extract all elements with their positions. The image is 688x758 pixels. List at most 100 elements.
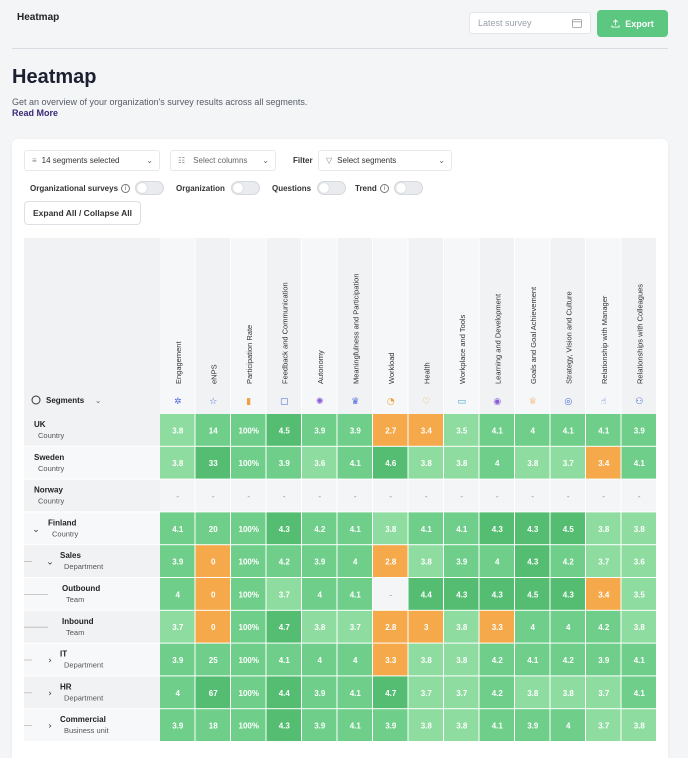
heatmap-cell[interactable] bbox=[515, 610, 550, 643]
heatmap-cell[interactable] bbox=[479, 643, 515, 676]
chevron-down-icon[interactable]: ⌄ bbox=[46, 558, 54, 568]
heatmap-cell[interactable] bbox=[515, 709, 550, 741]
heatmap-cell[interactable] bbox=[586, 676, 621, 709]
heatmap-cell[interactable] bbox=[302, 479, 337, 512]
heatmap-cell[interactable] bbox=[444, 512, 479, 545]
heatmap-cell[interactable] bbox=[515, 545, 550, 577]
column-label[interactable]: Workload bbox=[387, 352, 396, 384]
segment-name[interactable]: Norway bbox=[34, 486, 63, 495]
heatmap-cell[interactable] bbox=[408, 479, 444, 512]
heatmap-cell[interactable] bbox=[550, 479, 586, 512]
heatmap-cell[interactable] bbox=[621, 479, 657, 512]
heatmap-cell[interactable] bbox=[515, 479, 550, 512]
heatmap-cell[interactable] bbox=[337, 446, 373, 479]
heatmap-cell[interactable] bbox=[550, 643, 586, 676]
heatmap-cell[interactable] bbox=[195, 479, 231, 512]
heatmap-cell[interactable] bbox=[302, 643, 337, 676]
heatmap-cell[interactable] bbox=[586, 578, 621, 610]
heatmap-cell[interactable] bbox=[266, 414, 302, 446]
heatmap-cell[interactable] bbox=[479, 545, 515, 577]
heatmap-cell[interactable] bbox=[373, 446, 408, 479]
heatmap-cell[interactable] bbox=[550, 610, 586, 643]
heatmap-cell[interactable] bbox=[160, 610, 195, 643]
heatmap-cell[interactable] bbox=[586, 709, 621, 741]
expand-collapse-button[interactable]: Expand All / Collapse All bbox=[24, 201, 141, 225]
column-label[interactable]: Meaningfulness and Participation bbox=[351, 274, 360, 385]
questions-switch[interactable] bbox=[317, 181, 347, 195]
heatmap-cell[interactable] bbox=[195, 676, 231, 709]
heatmap-cell[interactable] bbox=[266, 578, 302, 610]
heatmap-cell[interactable] bbox=[373, 578, 408, 610]
chevron-down-icon[interactable]: ⌄ bbox=[32, 525, 40, 535]
heatmap-cell[interactable] bbox=[195, 578, 231, 610]
column-label[interactable]: Participation Rate bbox=[245, 325, 254, 384]
heatmap-cell[interactable] bbox=[408, 709, 444, 741]
export-button[interactable]: Export bbox=[597, 10, 668, 37]
heatmap-cell[interactable] bbox=[160, 643, 195, 676]
heatmap-cell[interactable] bbox=[515, 643, 550, 676]
heatmap-cell[interactable] bbox=[337, 479, 373, 512]
heatmap-cell[interactable] bbox=[195, 512, 231, 545]
heatmap-cell[interactable] bbox=[266, 643, 302, 676]
read-more-link[interactable]: Read More bbox=[12, 108, 59, 118]
heatmap-cell[interactable] bbox=[621, 610, 657, 643]
heatmap-cell[interactable] bbox=[266, 709, 302, 741]
chevron-down-icon[interactable]: ⌄ bbox=[95, 396, 101, 405]
heatmap-cell[interactable] bbox=[621, 512, 657, 545]
heatmap-cell[interactable] bbox=[586, 610, 621, 643]
column-label[interactable]: Goals and Goal Achievement bbox=[529, 286, 538, 384]
heatmap-cell[interactable] bbox=[550, 545, 586, 577]
heatmap-cell[interactable] bbox=[231, 512, 266, 545]
heatmap-cell[interactable] bbox=[266, 512, 302, 545]
heatmap-cell[interactable] bbox=[373, 512, 408, 545]
heatmap-cell[interactable] bbox=[408, 578, 444, 610]
segment-name[interactable]: Outbound bbox=[62, 584, 100, 593]
heatmap-cell[interactable] bbox=[408, 643, 444, 676]
heatmap-cell[interactable] bbox=[479, 414, 515, 446]
heatmap-cell[interactable] bbox=[515, 512, 550, 545]
segment-name[interactable]: IT bbox=[60, 650, 67, 659]
heatmap-cell[interactable] bbox=[621, 643, 657, 676]
survey-date-input[interactable]: Latest survey bbox=[469, 12, 591, 34]
heatmap-cell[interactable] bbox=[444, 479, 479, 512]
heatmap-cell[interactable] bbox=[160, 479, 195, 512]
heatmap-cell[interactable] bbox=[160, 414, 195, 446]
heatmap-cell[interactable] bbox=[266, 446, 302, 479]
column-label[interactable]: Autonomy bbox=[316, 350, 325, 384]
heatmap-cell[interactable] bbox=[479, 479, 515, 512]
column-label[interactable]: Feedback and Communication bbox=[280, 282, 289, 384]
heatmap-cell[interactable] bbox=[444, 643, 479, 676]
chevron-right-icon[interactable]: › bbox=[48, 689, 52, 699]
heatmap-cell[interactable] bbox=[586, 479, 621, 512]
heatmap-cell[interactable] bbox=[444, 545, 479, 577]
heatmap-cell[interactable] bbox=[266, 545, 302, 577]
heatmap-cell[interactable] bbox=[444, 709, 479, 741]
heatmap-cell[interactable] bbox=[479, 610, 515, 643]
heatmap-cell[interactable] bbox=[302, 512, 337, 545]
heatmap-cell[interactable] bbox=[160, 578, 195, 610]
heatmap-cell[interactable] bbox=[408, 676, 444, 709]
heatmap-cell[interactable] bbox=[550, 709, 586, 741]
organization-switch[interactable] bbox=[230, 181, 260, 195]
chevron-right-icon[interactable]: › bbox=[48, 656, 52, 666]
heatmap-cell[interactable] bbox=[160, 709, 195, 741]
trend-switch[interactable] bbox=[393, 181, 423, 195]
heatmap-cell[interactable] bbox=[231, 578, 266, 610]
heatmap-cell[interactable] bbox=[373, 545, 408, 577]
heatmap-cell[interactable] bbox=[621, 414, 657, 446]
heatmap-cell[interactable] bbox=[515, 446, 550, 479]
segments-header[interactable]: Segments bbox=[46, 396, 85, 405]
heatmap-cell[interactable] bbox=[231, 545, 266, 577]
heatmap-cell[interactable] bbox=[621, 578, 657, 610]
heatmap-cell[interactable] bbox=[160, 446, 195, 479]
column-label[interactable]: Learning and Development bbox=[493, 293, 502, 384]
column-label[interactable]: Workplace and Tools bbox=[458, 314, 467, 384]
heatmap-cell[interactable] bbox=[515, 414, 550, 446]
heatmap-cell[interactable] bbox=[195, 709, 231, 741]
segment-name[interactable]: Commercial bbox=[60, 715, 106, 724]
columns-select[interactable]: ☷ Select columns ⌄ bbox=[170, 150, 276, 171]
heatmap-cell[interactable] bbox=[337, 545, 373, 577]
filter-select[interactable]: ▽ Select segments ⌄ bbox=[318, 150, 452, 171]
heatmap-cell[interactable] bbox=[586, 545, 621, 577]
heatmap-cell[interactable] bbox=[550, 446, 586, 479]
